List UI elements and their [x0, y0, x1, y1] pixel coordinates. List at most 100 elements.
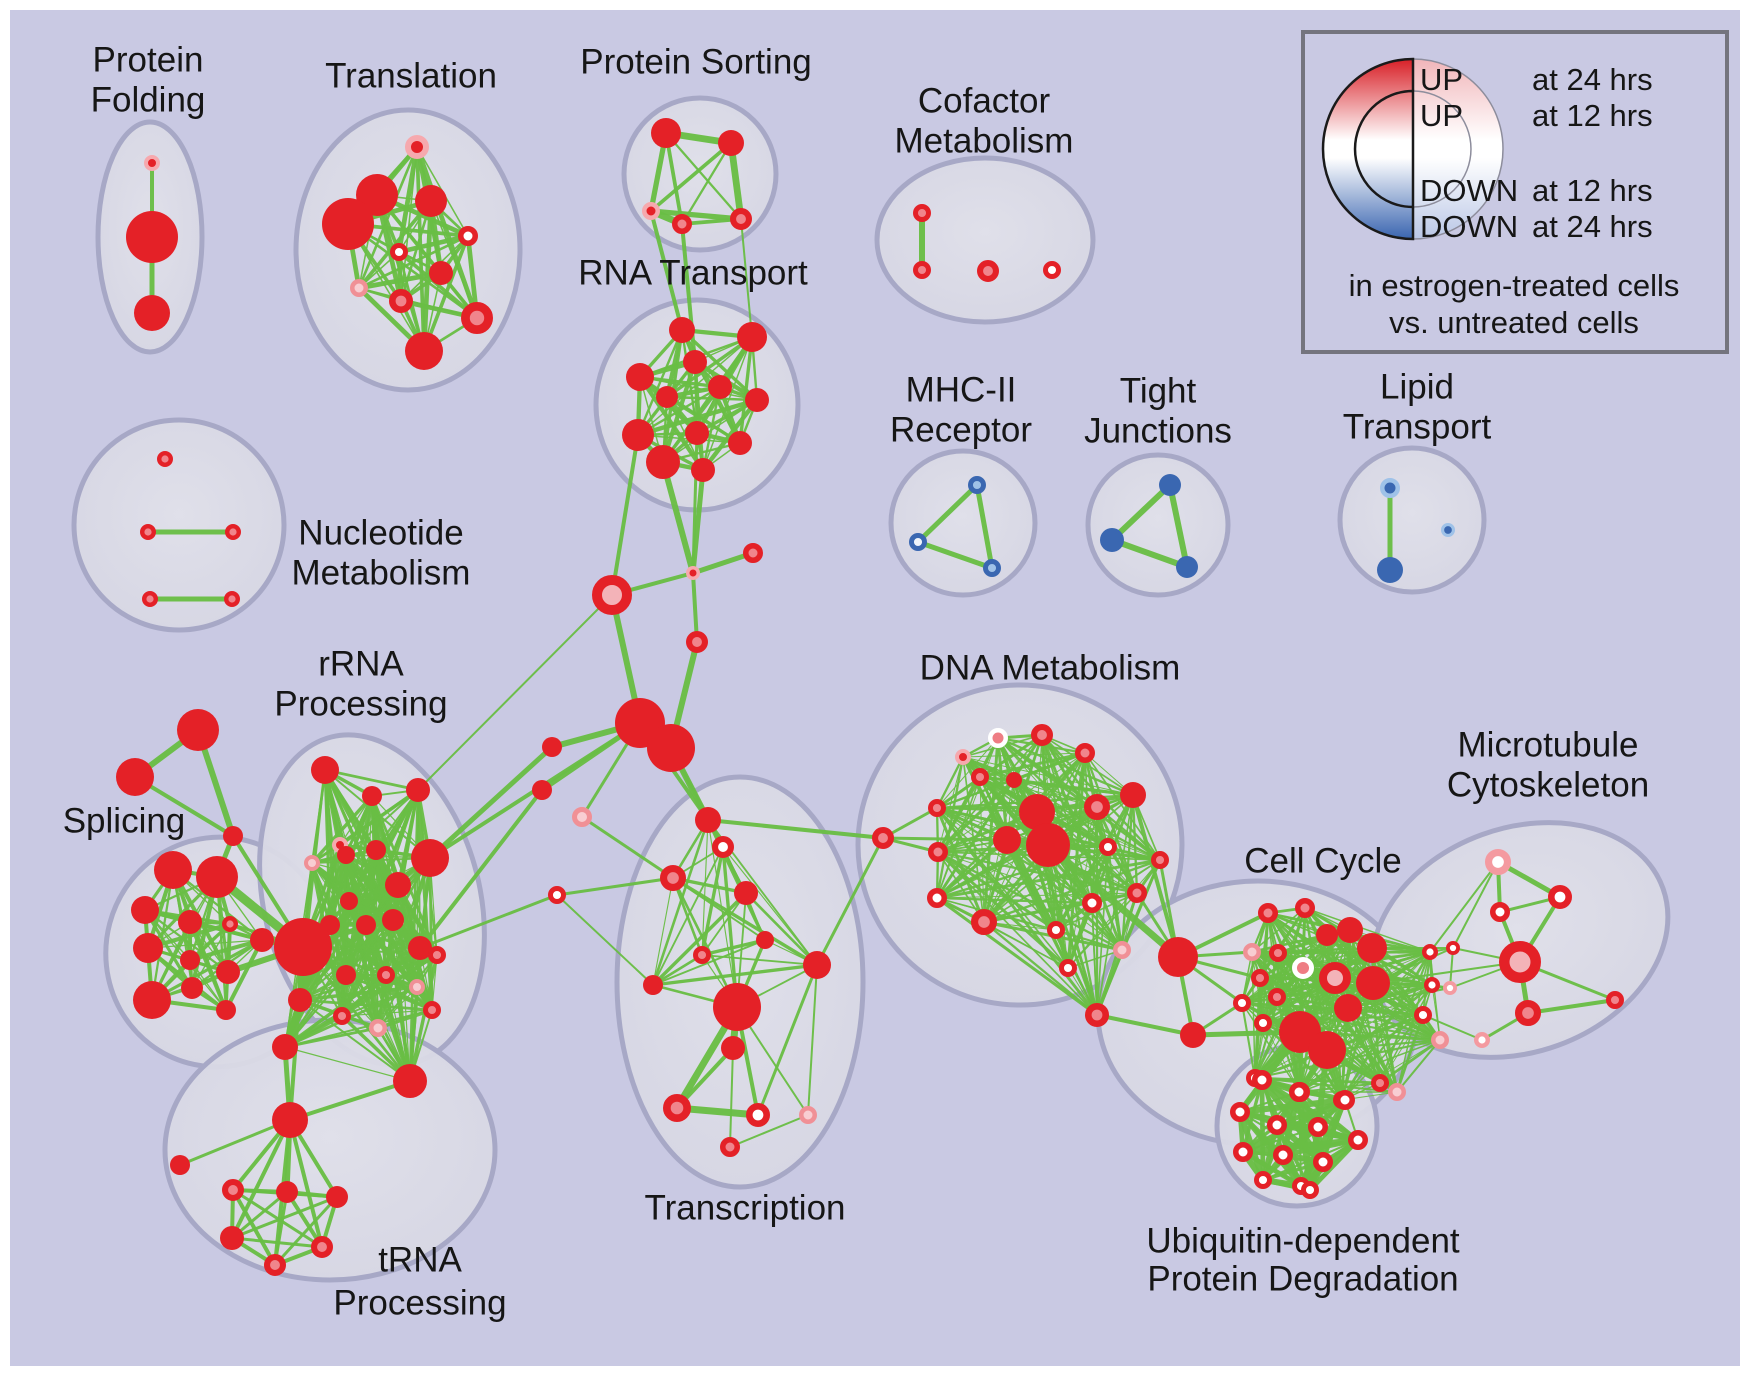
network-edge — [1131, 793, 1139, 895]
network-edge — [396, 233, 471, 255]
network-node-mt6 — [1514, 1000, 1541, 1027]
cluster-label-transcription: Transcription — [645, 1188, 846, 1227]
network-edge — [299, 919, 394, 1001]
network-edge — [979, 776, 1098, 808]
network-node-ccj — [1308, 1031, 1346, 1069]
network-node-cf3 — [1042, 261, 1061, 280]
network-node-rr13 — [408, 936, 432, 960]
network-edge — [649, 209, 684, 332]
network-edge — [721, 845, 739, 1009]
network-node-rr21 — [333, 1006, 352, 1025]
network-node-sp9 — [216, 960, 240, 984]
legend-row-time: at 12 hrs — [1532, 98, 1653, 133]
legend-row-time: at 24 hrs — [1532, 209, 1653, 244]
network-edge — [652, 877, 674, 986]
legend-row-dir: UP — [1420, 62, 1463, 97]
network-node-ccy — [1413, 1005, 1432, 1024]
network-node-rr5 — [337, 846, 355, 864]
network-edge — [231, 1188, 324, 1249]
legend-row-dir: DOWN — [1420, 209, 1518, 244]
network-edge — [299, 999, 411, 1082]
network-edge — [936, 850, 1139, 895]
network-node-tx11 — [745, 1103, 770, 1128]
network-edge — [1095, 1013, 1195, 1037]
cluster-label-nucleotide-metabolism: Metabolism — [292, 553, 471, 592]
network-edge — [671, 876, 819, 967]
network-edge — [722, 846, 818, 966]
network-node-cco — [1253, 1013, 1272, 1032]
network-edge — [815, 836, 885, 967]
network-node-sp3 — [178, 910, 202, 934]
network-edge — [983, 846, 1109, 923]
cluster-label-cofactor-metabolism: Cofactor — [918, 81, 1051, 120]
network-node-ccc — [1337, 917, 1363, 943]
network-edge — [935, 896, 1094, 905]
network-edge — [341, 986, 418, 1017]
network-node-db — [872, 827, 895, 850]
network-node-mt7 — [1605, 990, 1624, 1009]
network-edge — [341, 1009, 433, 1017]
network-edge — [665, 395, 759, 402]
network-node-rr22 — [369, 1019, 387, 1037]
network-node-ub4 — [1267, 1115, 1287, 1135]
network-node-rt1 — [737, 322, 767, 352]
cluster-label-rrna-processing: rRNA — [318, 644, 404, 683]
network-edge — [555, 876, 675, 897]
network-node-tr2 — [223, 826, 243, 846]
cluster-label-splicing: Splicing — [63, 801, 186, 840]
network-node-ccl — [1268, 943, 1287, 962]
network-edge — [937, 851, 985, 923]
network-edge — [1341, 1039, 1441, 1101]
cluster-ellipse-lipid-transport — [1337, 445, 1487, 595]
network-node-tn1 — [170, 1155, 190, 1175]
network-edge — [230, 1118, 292, 1240]
network-edge — [691, 571, 699, 644]
network-node-ccp — [1267, 987, 1286, 1006]
network-edge — [178, 1118, 292, 1167]
network-node-pf0 — [144, 155, 160, 171]
network-edge — [187, 937, 265, 963]
cluster-label-tight-junctions: Junctions — [1084, 411, 1232, 450]
network-edge — [346, 222, 479, 320]
network-edge — [1276, 996, 1441, 1041]
network-node-ps3 — [672, 214, 692, 234]
network-edge — [427, 744, 555, 861]
network-node-rr11 — [356, 915, 376, 935]
network-node-ps2 — [642, 202, 660, 220]
network-edge — [418, 893, 559, 950]
network-edge — [1055, 929, 1123, 951]
network-node-tn2 — [221, 1179, 244, 1202]
network-node-rr20 — [272, 1034, 298, 1060]
network-edge — [357, 145, 419, 290]
network-node-mt4 — [1443, 980, 1458, 995]
network-edge — [1326, 951, 1431, 1051]
network-edge — [147, 939, 263, 949]
network-node-nm4 — [223, 591, 240, 608]
network-node-dm22 — [955, 749, 971, 765]
network-edge — [700, 938, 767, 957]
network-node-mt8 — [1473, 1031, 1490, 1048]
network-node-sp2 — [131, 896, 159, 924]
network-node-nm0 — [156, 451, 173, 468]
network-node-sp4 — [221, 916, 238, 933]
network-node-t5 — [390, 243, 409, 262]
legend-caption-line2: vs. untreated cells — [1389, 305, 1639, 340]
network-node-dm10 — [928, 842, 948, 862]
legend-border — [1301, 30, 1729, 354]
cluster-label-translation: Translation — [325, 56, 497, 95]
network-edge — [556, 894, 654, 986]
network-edge — [288, 1118, 324, 1249]
network-edge — [1012, 751, 1087, 782]
cluster-label-lipid-transport: Lipid — [1380, 367, 1454, 406]
network-node-rt5 — [656, 386, 678, 408]
network-edge — [1046, 843, 1099, 1017]
network-edge — [189, 959, 227, 1011]
network-node-t6 — [429, 261, 453, 285]
network-node-dm1 — [1031, 724, 1054, 747]
network-node-ub0 — [1252, 1070, 1272, 1090]
network-edge — [1325, 933, 1344, 1102]
network-edge — [1341, 1014, 1424, 1101]
network-node-dm15 — [1046, 920, 1065, 939]
network-edge — [273, 1190, 289, 1267]
